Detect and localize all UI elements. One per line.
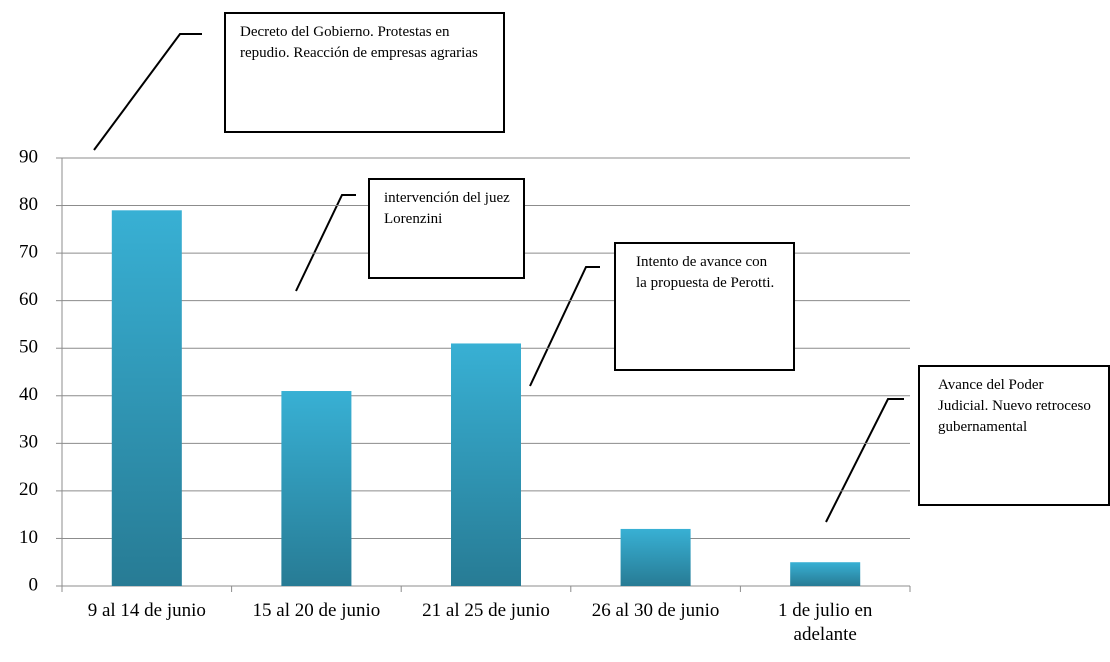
y-tick-label: 40 (19, 384, 38, 405)
leader-line (93, 33, 202, 151)
y-tick-label: 30 (19, 432, 38, 453)
bar-shade (620, 528, 691, 586)
bar-shade (790, 562, 861, 586)
leader-line (295, 194, 356, 292)
x-tick-label: 9 al 14 de junio (88, 600, 206, 621)
y-tick-label: 90 (19, 146, 38, 167)
y-tick-label: 70 (19, 241, 38, 262)
annotation: intervención del juez Lorenzini (368, 178, 525, 279)
annotation: Avance del Poder Judicial. Nuevo retroce… (918, 365, 1110, 506)
leader-lines (93, 33, 904, 523)
y-tick-label: 0 (29, 574, 39, 595)
annotation: Decreto del Gobierno. Protestas en repud… (224, 12, 505, 133)
x-tick-label: 15 al 20 de junio (253, 600, 381, 621)
y-tick-label: 50 (19, 337, 38, 358)
y-tick-label: 20 (19, 479, 38, 500)
x-tick-label: 26 al 30 de junio (592, 600, 720, 621)
x-tick-label: 21 al 25 de junio (422, 600, 550, 621)
leader-line (825, 398, 904, 523)
bar-shade (281, 391, 352, 586)
annotation: Intento de avance con la propuesta de Pe… (614, 242, 795, 371)
bar-shade (111, 210, 182, 587)
bar-shade (451, 343, 521, 586)
y-tick-label: 10 (19, 527, 38, 548)
y-tick-label: 80 (19, 194, 38, 215)
x-tick-label: 1 de julio en adelante (778, 600, 873, 645)
leader-line (529, 266, 600, 387)
y-tick-label: 60 (19, 289, 38, 310)
